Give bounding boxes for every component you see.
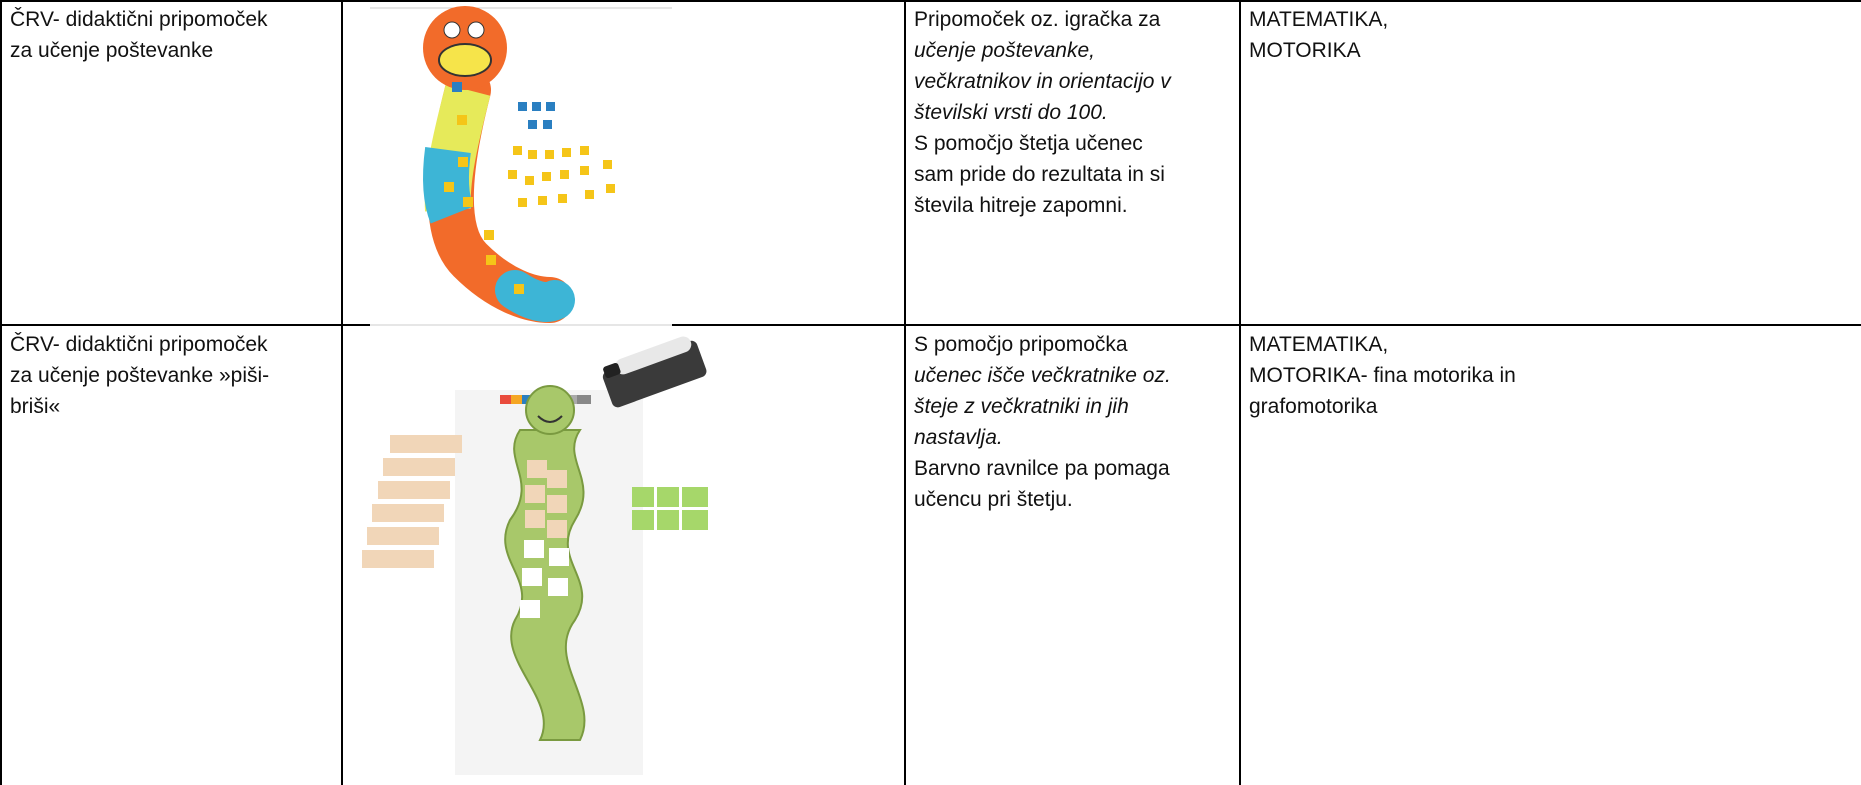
text-line: MATEMATIKA, (1249, 8, 1389, 31)
text-line: S pomočjo pripomočka (914, 333, 1128, 356)
text-line: MOTORIKA- fina motorika in (1249, 364, 1516, 387)
text-line: učenec išče večkratnike oz. (914, 364, 1171, 387)
text-line: briši« (10, 395, 61, 418)
name-cell: ČRV- didaktični pripomoček za učenje pošt… (2, 0, 276, 70)
text-line: sam pride do rezultata in si (914, 163, 1165, 186)
worm-toy-image (370, 6, 672, 326)
text-line: S pomočjo štetja učenec (914, 132, 1143, 155)
area-cell: MATEMATIKA, MOTORIKA (1241, 0, 1396, 70)
text-line: Pripomoček oz. igračka za (914, 8, 1161, 31)
text-line: učenje poštevanke, (914, 39, 1095, 62)
text-line: večkratnikov in orientacijo v (914, 70, 1171, 93)
write-wipe-worm-image (362, 336, 708, 775)
area-cell: MATEMATIKA, MOTORIKA- fina motorika in gra… (1241, 325, 1524, 426)
text-line: MATEMATIKA, (1249, 333, 1389, 356)
text-line: šteje z večkratniki in jih (914, 395, 1129, 418)
text-line: števila hitreje zapomni. (914, 194, 1128, 217)
description-cell: S pomočjo pripomočka učenec išče večkratn… (906, 325, 1179, 519)
text-line: nastavlja. (914, 426, 1003, 449)
text-line: MOTORIKA (1249, 39, 1361, 62)
text-line: ČRV- didaktični pripomoček (10, 8, 268, 31)
text-line: učencu pri štetju. (914, 488, 1073, 511)
description-cell: Pripomoček oz. igračka za učenje poštevan… (906, 0, 1179, 225)
text-line: za učenje poštevanke (10, 39, 214, 62)
text-line: grafomotorika (1249, 395, 1378, 418)
name-cell: ČRV- didaktični pripomoček za učenje pošt… (2, 325, 277, 426)
text-line: številski vrsti do 100. (914, 101, 1108, 124)
text-line: za učenje poštevanke »piši- (10, 364, 270, 387)
text-line: Barvno ravnilce pa pomaga (914, 457, 1170, 480)
text-line: ČRV- didaktični pripomoček (10, 333, 268, 356)
